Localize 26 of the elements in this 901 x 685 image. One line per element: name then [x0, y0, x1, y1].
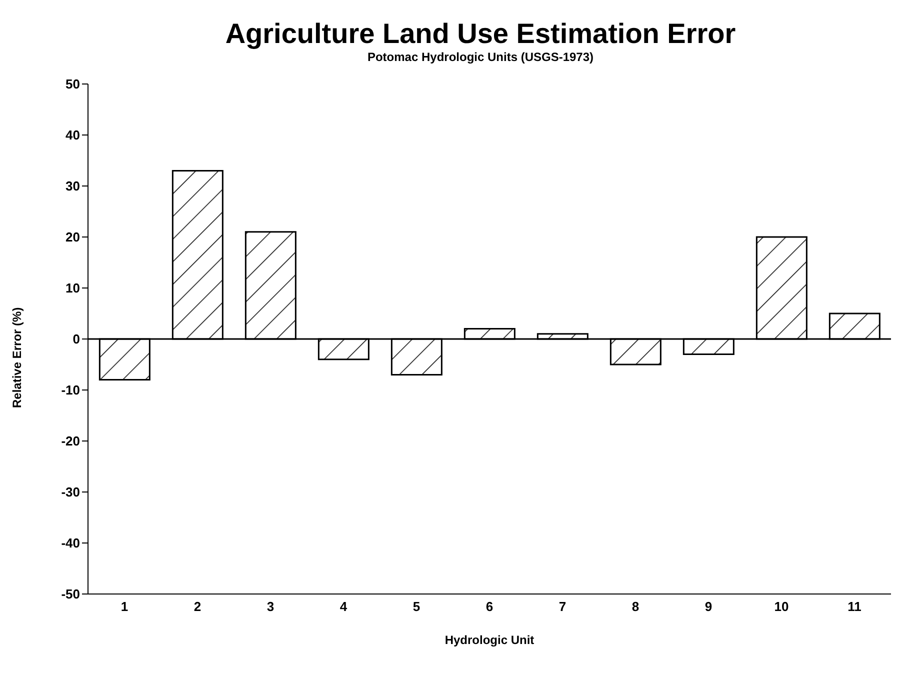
- y-tick-label: -50: [61, 586, 80, 602]
- y-axis-title: Relative Error (%): [10, 307, 24, 408]
- y-tick-label: 50: [66, 76, 80, 92]
- y-tick-label: 0: [72, 332, 80, 347]
- y-tick-label: -40: [61, 536, 80, 551]
- x-tick-label: 2: [194, 599, 202, 614]
- x-tick-label: 8: [632, 599, 640, 614]
- y-tick-label: 20: [66, 230, 80, 245]
- x-tick-label: 4: [340, 599, 348, 614]
- chart-subtitle: Potomac Hydrologic Units (USGS-1973): [366, 50, 595, 64]
- y-tick-label: -20: [61, 434, 80, 449]
- x-axis-title: Hydrologic Unit: [444, 633, 534, 647]
- x-tick-label: 1: [120, 599, 128, 614]
- x-tick-label: 9: [704, 599, 712, 614]
- x-tick-label: 5: [412, 599, 420, 614]
- y-tick-label: 30: [66, 178, 80, 194]
- x-tick-label: 11: [848, 599, 862, 614]
- chart-title: Agriculture Land Use Estimation Error: [224, 17, 737, 50]
- y-tick-label: 40: [66, 128, 80, 143]
- y-tick-label: -10: [61, 382, 80, 398]
- x-tick-label: 7: [558, 599, 566, 614]
- x-tick-label: 6: [486, 599, 494, 614]
- y-tick-label: 10: [66, 280, 80, 296]
- y-tick-label: -30: [61, 484, 80, 500]
- x-tick-label: 3: [266, 599, 274, 614]
- x-tick-label: 10: [774, 599, 789, 614]
